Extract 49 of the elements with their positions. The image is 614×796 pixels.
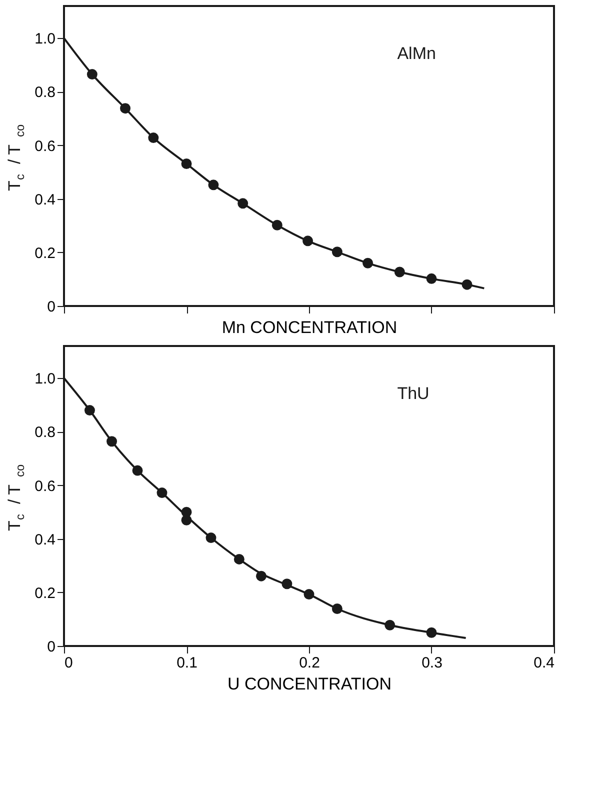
x-axis-title: Mn CONCENTRATION [222,318,398,337]
point [302,236,314,246]
point [84,405,95,416]
point [384,620,396,630]
y-tick-label: 1.0 [34,370,56,388]
point [282,578,292,590]
point [238,198,248,209]
annotation: AlMn [397,44,436,63]
x-tick-label: 0 [64,654,73,672]
y-tick-label: 0.4 [34,531,56,548]
annotation: ThU [397,384,430,403]
y-tick-label: 0.8 [34,424,56,442]
point [304,589,314,600]
point [256,570,266,582]
y-tick-label: 0.2 [34,584,56,602]
y-tick-label: 0 [47,638,56,656]
y-tick-label: 0.6 [34,478,56,495]
y-tick-label: 0.4 [34,191,56,208]
y-tick-label: 0 [47,298,56,316]
point [394,266,405,278]
point [234,554,244,564]
point [332,246,342,258]
y-axis-title: Tc / Tco [5,464,27,531]
point [426,273,437,284]
point [272,220,282,230]
x-tick-label: 0.4 [534,654,554,672]
point [156,488,168,498]
point [132,465,143,476]
y-tick-label: 0.6 [34,138,56,155]
point [181,158,192,169]
point [106,436,118,447]
x-tick-label: 0.1 [176,654,198,672]
point [86,69,98,80]
point [120,103,130,114]
y-tick-label: 0.2 [34,244,56,262]
x-axis-title: U CONCENTRATION [227,674,392,694]
point [426,627,437,638]
y-axis-title: Tc / Tco [5,124,27,191]
y-tick-label: 0.8 [34,84,56,102]
point [208,180,219,190]
point [206,532,216,544]
y-tick-label: 1.0 [34,30,56,48]
point [362,258,374,268]
x-tick-label: 0.3 [422,654,442,672]
x-tick-label: 0.2 [299,654,320,672]
point [332,604,342,614]
point [462,279,472,290]
point [181,514,192,526]
point [148,132,159,144]
